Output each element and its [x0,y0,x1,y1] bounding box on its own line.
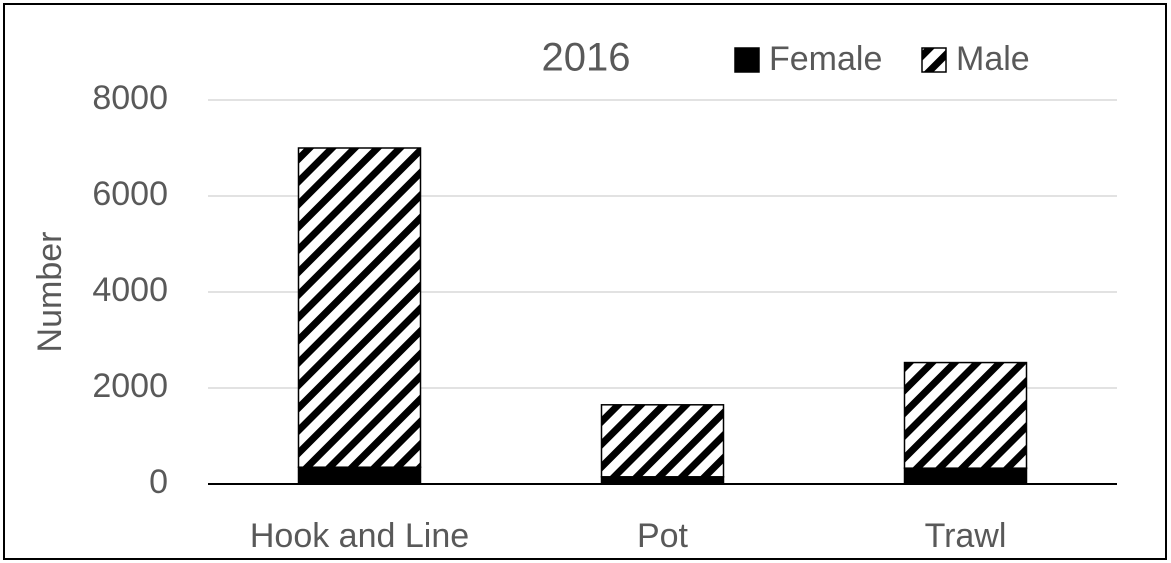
y-tick-label: 8000 [92,79,168,117]
x-tick-label: Pot [637,517,689,555]
y-tick-label: 0 [149,463,168,501]
bar-segment [600,404,725,478]
bar-segment [297,466,422,485]
chart-title: 2016 [542,36,631,80]
y-tick-label: 2000 [92,367,168,405]
legend-swatch [734,47,760,73]
legend-label: Male [956,40,1030,78]
x-tick-label: Trawl [925,517,1007,555]
bar-segment [903,361,1028,469]
bar-segment [903,467,1028,485]
legend-swatch [921,47,947,73]
bar-segment [297,147,422,468]
x-tick-label: Hook and Line [250,517,469,555]
y-tick-label: 4000 [92,271,168,309]
legend-label: Female [769,40,882,78]
y-tick-label: 6000 [92,175,168,213]
bar-segment [600,476,725,485]
y-axis-label: Number [31,232,69,353]
